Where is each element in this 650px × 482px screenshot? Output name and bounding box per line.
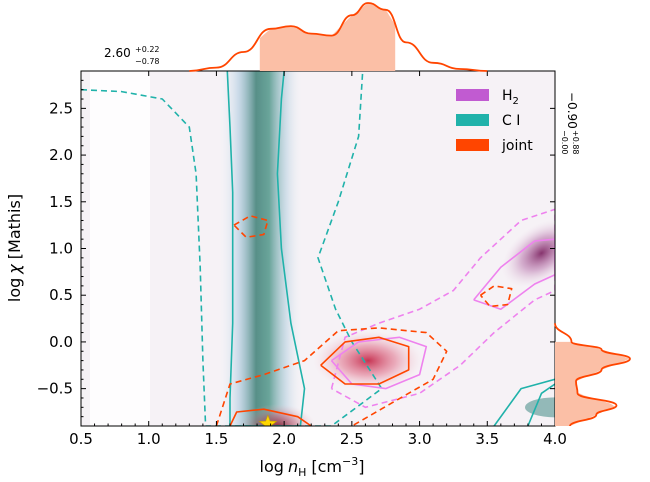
y-axis-label: logχ[Mathis] bbox=[5, 194, 24, 302]
contour-ci-inner bbox=[226, 71, 306, 426]
svg-text:+0.88: +0.88 bbox=[571, 130, 580, 155]
x-tick-label: 3.0 bbox=[408, 430, 432, 448]
contour-joint-outer-blob-right bbox=[479, 285, 513, 308]
legend-joint-swatch bbox=[456, 139, 489, 151]
y-tick-label: 1.5 bbox=[49, 193, 73, 211]
x-marginal-sub: −0.78 bbox=[135, 57, 160, 66]
svg-text:−0.90: −0.90 bbox=[565, 92, 579, 129]
star-layer bbox=[258, 414, 278, 426]
y-tick-label: 0.0 bbox=[49, 333, 73, 351]
contour-lines bbox=[81, 71, 555, 426]
contour-joint-inner-bottom bbox=[229, 408, 312, 426]
y-tick-label: 2.0 bbox=[49, 146, 73, 164]
contour-ci-outer bbox=[81, 71, 383, 426]
legend-h2-label: H2 bbox=[502, 88, 519, 107]
legend-h2-swatch bbox=[456, 89, 489, 101]
x-marginal-panel bbox=[189, 2, 488, 72]
x-marginal-curve bbox=[189, 2, 488, 72]
contour-joint-outer bbox=[215, 327, 448, 426]
x-marginal-sup: +0.22 bbox=[135, 45, 160, 54]
x-marginal-shaded-band bbox=[259, 3, 396, 71]
h2-density-peak bbox=[501, 218, 555, 288]
legend-ci-swatch bbox=[456, 114, 489, 126]
contour-joint-inner bbox=[320, 336, 410, 385]
legend-ci-label: C I bbox=[502, 113, 520, 129]
x-tick-label: 4.0 bbox=[543, 430, 567, 448]
contour-joint-outer-blob-left bbox=[233, 215, 269, 239]
y-marginal-panel bbox=[554, 323, 631, 427]
x-axis-label: log nH [cm−3] bbox=[260, 455, 365, 479]
x-tick-label: 0.5 bbox=[69, 430, 93, 448]
y-tick-label: 2.5 bbox=[49, 99, 73, 117]
y-tick-label: 0.5 bbox=[49, 286, 73, 304]
density-map bbox=[81, 71, 555, 426]
y-marginal-annotation: −0.90 +0.88 −0.00 bbox=[560, 92, 580, 155]
density-low-region bbox=[90, 71, 150, 426]
x-tick-label: 1.5 bbox=[204, 430, 228, 448]
x-tick-label: 1.0 bbox=[137, 430, 161, 448]
corner-density-peak bbox=[525, 397, 555, 418]
contour-h2-outer bbox=[330, 208, 555, 409]
y-marginal-shaded-band bbox=[555, 341, 630, 426]
x-tick-label: 3.5 bbox=[475, 430, 499, 448]
axis-ticks: 0.5 1.0 1.5 2.0 2.5 3.0 3.5 4.0 −0.5 0.0 0.5 1.0 1.5… bbox=[37, 71, 567, 448]
x-tick-label: 2.0 bbox=[272, 430, 296, 448]
best-fit-star-marker bbox=[258, 414, 278, 426]
x-tick-label: 2.5 bbox=[340, 430, 364, 448]
legend-joint-label: joint bbox=[501, 138, 533, 154]
y-tick-label: −0.5 bbox=[37, 380, 73, 398]
contour-ci-corner-outer bbox=[493, 378, 555, 426]
contour-ci-corner-inner bbox=[527, 383, 555, 426]
x-marginal-annotation: 2.60 bbox=[104, 46, 131, 60]
legend: H2 C I joint bbox=[456, 88, 533, 154]
y-tick-label: 1.0 bbox=[49, 240, 73, 258]
y-marginal-curve bbox=[554, 323, 631, 427]
svg-text:−0.00: −0.00 bbox=[560, 130, 569, 155]
